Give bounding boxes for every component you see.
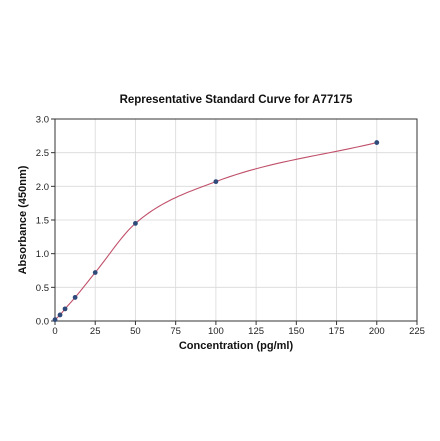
y-tick-label: 2.5 xyxy=(36,148,49,159)
x-tick-label: 50 xyxy=(130,326,141,337)
x-tick-label: 0 xyxy=(52,326,57,337)
x-tick-label: 175 xyxy=(329,326,345,337)
data-point xyxy=(72,295,78,300)
x-tick-label: 25 xyxy=(90,326,101,337)
data-point xyxy=(374,140,380,145)
y-tick-label: 1.5 xyxy=(36,216,49,227)
y-tick-label: 3.0 xyxy=(36,115,49,126)
chart-title: Representative Standard Curve for A77175 xyxy=(120,94,353,106)
data-point xyxy=(57,312,63,318)
data-point xyxy=(52,317,58,323)
x-tick-label: 225 xyxy=(409,326,425,337)
data-point xyxy=(133,220,138,226)
y-tick-label: 0.5 xyxy=(36,283,49,294)
data-point xyxy=(62,306,68,312)
x-tick-label: 150 xyxy=(288,326,304,337)
x-tick-label: 125 xyxy=(248,326,264,337)
data-point xyxy=(213,179,219,185)
x-tick-label: 75 xyxy=(170,326,181,337)
axis-ticks: 0 25 50 75 100 125 150 175 200 225 0.0 0.5 1.0 1.5 2.0… xyxy=(36,115,425,338)
y-tick-label: 0.0 xyxy=(36,317,49,328)
x-axis-label: Concentration (pg/ml) xyxy=(179,340,294,352)
y-axis-label: Absorbance (450nm) xyxy=(17,165,29,274)
y-tick-label: 1.0 xyxy=(36,249,49,260)
data-points xyxy=(52,140,380,323)
x-tick-label: 100 xyxy=(208,326,224,337)
grid-lines xyxy=(54,118,418,322)
y-tick-label: 2.0 xyxy=(36,182,49,193)
x-tick-label: 200 xyxy=(369,326,385,337)
data-point xyxy=(92,270,98,275)
